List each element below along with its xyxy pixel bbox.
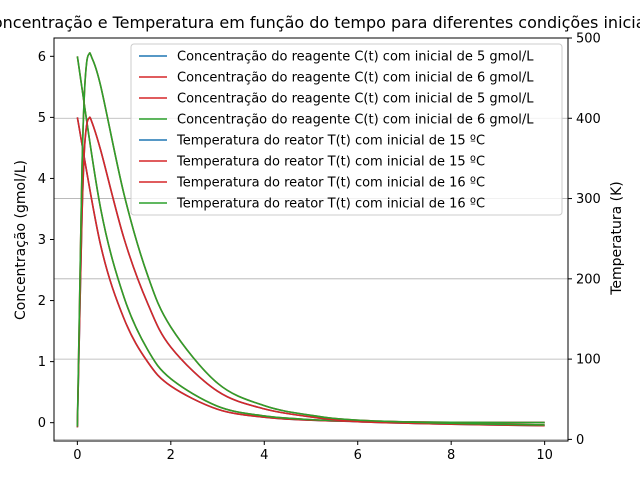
y-right-tick-label: 300 [576, 192, 601, 207]
x-tick-label: 2 [167, 448, 175, 463]
y-left-tick-label: 1 [38, 355, 46, 370]
y-right-tick-label: 0 [576, 433, 584, 448]
legend-entry: Concentração do reagente C(t) com inicia… [177, 71, 534, 86]
y-right-tick-label: 200 [576, 272, 601, 287]
legend-entry: Temperatura do reator T(t) com inicial d… [176, 155, 485, 170]
x-tick-label: 4 [260, 448, 268, 463]
legend-entry: Concentração do reagente C(t) com inicia… [177, 50, 534, 65]
y-left-tick-label: 4 [38, 172, 46, 187]
y-left-tick-label: 6 [38, 50, 46, 65]
series-line-6 [76, 116, 545, 428]
x-tick-label: 6 [354, 448, 362, 463]
y-right-tick-label: 400 [576, 112, 601, 127]
x-tick-label: 0 [73, 448, 81, 463]
chart-title: Concentração e Temperatura em função do … [0, 13, 640, 32]
legend-entry: Temperatura do reator T(t) com inicial d… [176, 176, 485, 191]
x-tick-label: 10 [536, 448, 553, 463]
y-right-tick-label: 500 [576, 32, 601, 47]
plot-lines [76, 52, 545, 428]
x-tick-label: 8 [447, 448, 455, 463]
y-left-tick-label: 0 [38, 416, 46, 431]
y-right-tick-label: 100 [576, 353, 601, 368]
y-left-tick-label: 3 [38, 233, 46, 248]
legend: Concentração do reagente C(t) com inicia… [130, 43, 563, 216]
series-line-8 [76, 52, 545, 427]
y-axis-right-label: Temperatura (K) [609, 181, 625, 296]
y-left-tick-label: 5 [38, 111, 46, 126]
legend-entry: Temperatura do reator T(t) com inicial d… [176, 197, 485, 212]
y-left-tick-label: 2 [38, 294, 46, 309]
y-axis-left-label: Concentração (gmol/L) [13, 160, 29, 320]
legend-entry: Concentração do reagente C(t) com inicia… [177, 113, 534, 128]
legend-entry: Temperatura do reator T(t) com inicial d… [176, 134, 485, 149]
legend-box [130, 43, 563, 216]
legend-entry: Concentração do reagente C(t) com inicia… [177, 92, 534, 107]
